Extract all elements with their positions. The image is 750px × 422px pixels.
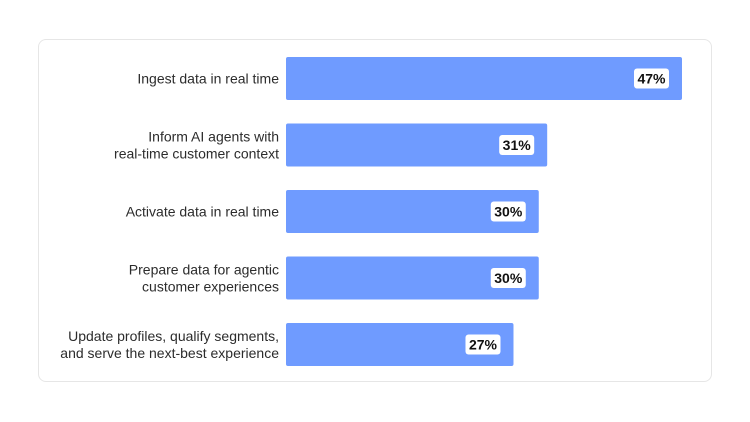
category-label: Prepare data for agentic customer experie… [129,262,279,295]
value-label: 27% [469,337,498,353]
bar [286,190,539,233]
category-label-line: Ingest data in real time [137,71,279,87]
bars-layer: Ingest data in real time 47% Inform AI age… [60,57,682,366]
value-label-box [490,201,526,222]
category-label-line: Inform AI agents with [148,129,279,145]
bar-group: Prepare data for agentic customer experie… [129,256,539,300]
value-label-box [499,135,535,155]
value-label: 47% [637,71,666,87]
category-label: Ingest data in real time [137,71,279,87]
category-label: Inform AI agents with real-time customer … [114,129,279,162]
value-label: 30% [494,270,523,286]
bar [286,323,514,366]
value-label-box [634,68,669,89]
category-label-line: customer experiences [142,279,279,295]
category-label-line: Activate data in real time [126,204,280,220]
bar-group: Inform AI agents with real-time customer … [114,123,548,167]
value-label: 30% [494,204,523,220]
category-label: Activate data in real time [126,204,280,220]
category-label-line: real-time customer context [114,146,279,162]
value-label: 31% [503,137,532,153]
bar [286,57,682,100]
bar [286,123,548,167]
category-label: Update profiles, qualify segments, and se… [60,328,279,361]
value-label-box [490,268,526,288]
bar [286,256,539,300]
bar-group: Ingest data in real time 47% [137,57,682,100]
bar-group: Update profiles, qualify segments, and se… [60,323,514,366]
category-label-line: Prepare data for agentic [129,262,279,278]
category-label-line: Update profiles, qualify segments, [68,328,279,344]
value-label-box [465,334,501,355]
bar-group: Activate data in real time 30% [126,190,539,233]
category-label-line: and serve the next-best experience [60,345,279,361]
